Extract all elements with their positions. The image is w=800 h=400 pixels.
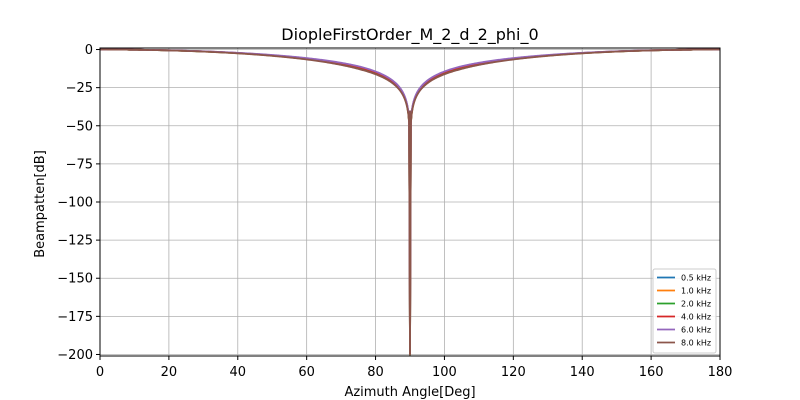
- series-lines: [100, 48, 720, 356]
- x-tick-label: 20: [161, 365, 178, 380]
- y-tick-label: −75: [66, 157, 93, 172]
- y-tick-label: −175: [57, 310, 93, 325]
- x-tick-label: 60: [298, 365, 315, 380]
- y-tick-label: −50: [66, 119, 93, 134]
- y-tick-label: −125: [57, 234, 93, 249]
- x-tick-label: 180: [708, 365, 733, 380]
- x-tick-label: 0: [96, 365, 104, 380]
- x-tick-label: 40: [230, 365, 247, 380]
- y-tick-label: −200: [57, 348, 93, 363]
- x-tick-label: 160: [639, 365, 664, 380]
- legend-label: 2.0 kHz: [681, 300, 711, 309]
- legend-label: 8.0 kHz: [681, 339, 711, 348]
- legend: 0.5 kHz 1.0 kHz 2.0 kHz 4.0 kHz 6.0 kHz 8.0 k…: [652, 268, 717, 354]
- chart-title: DiopleFirstOrder_M_2_d_2_phi_0: [281, 25, 538, 45]
- y-tick-label: 0: [85, 43, 93, 58]
- x-tick-label: 80: [367, 365, 384, 380]
- x-tick-label: 120: [501, 365, 526, 380]
- legend-label: 0.5 kHz: [681, 274, 711, 283]
- y-axis-label: Beampatten[dB]: [33, 150, 48, 258]
- series-line-8_0-khz: [100, 48, 720, 356]
- y-tick-label: −100: [57, 196, 93, 211]
- y-tick-label: −25: [66, 81, 93, 96]
- x-tick-label: 100: [432, 365, 457, 380]
- legend-label: 6.0 kHz: [681, 326, 711, 335]
- legend-label: 4.0 kHz: [681, 313, 711, 322]
- x-axis-ticks: 0 20 40 60 80 100 120 140 160 180: [96, 356, 733, 380]
- y-axis-ticks: 0 −25 −50 −75 −100 −125 −150 −175 −200: [57, 43, 100, 363]
- y-tick-label: −150: [57, 272, 93, 287]
- x-axis-label: Azimuth Angle[Deg]: [344, 385, 475, 400]
- x-tick-label: 140: [570, 365, 595, 380]
- legend-label: 1.0 kHz: [681, 287, 711, 296]
